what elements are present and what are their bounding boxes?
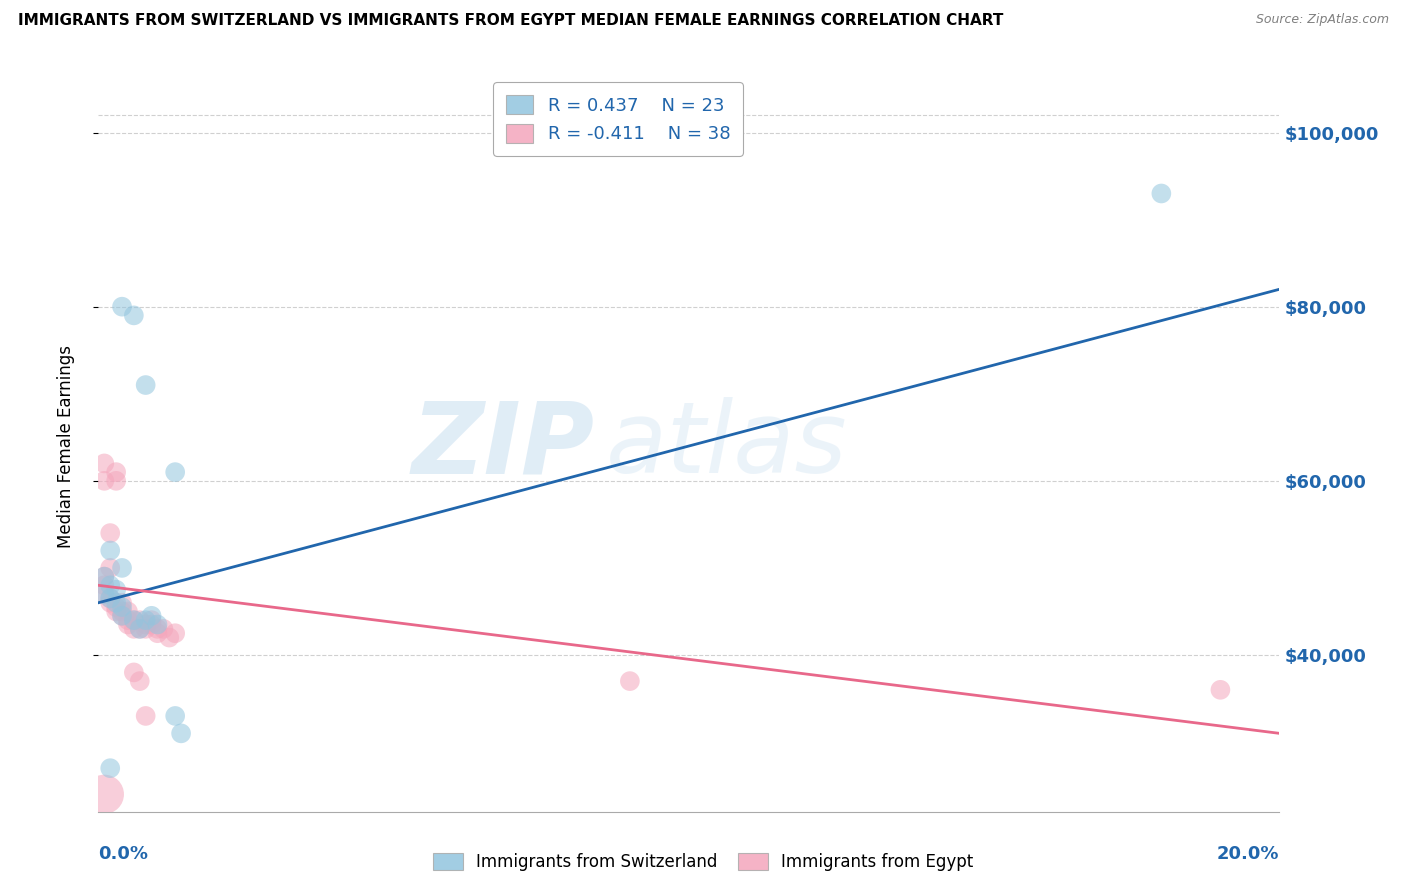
Point (141, 613, 163, 627)
Point (117, 617, 139, 632)
Point (98, 596, 121, 610)
Point (105, 582, 128, 597)
Legend: R = 0.437    N = 23, R = -0.411    N = 38: R = 0.437 N = 23, R = -0.411 N = 38 (494, 82, 742, 156)
Point (98, 591, 121, 606)
Point (111, 596, 134, 610)
Point (135, 617, 157, 632)
Y-axis label: Median Female Earnings: Median Female Earnings (56, 344, 75, 548)
Point (98, 761, 121, 775)
Point (98, 543, 121, 558)
Text: atlas: atlas (606, 398, 848, 494)
Point (93, 569, 115, 583)
Point (157, 631, 180, 645)
Point (141, 617, 163, 632)
Point (93, 569, 115, 583)
Point (135, 622, 157, 636)
Point (105, 465, 128, 479)
Point (128, 674, 150, 689)
Point (111, 600, 134, 615)
Point (98, 591, 121, 606)
Text: 20.0%: 20.0% (1218, 845, 1279, 863)
Point (146, 617, 169, 632)
Point (135, 378, 157, 392)
Point (152, 622, 174, 636)
Point (122, 613, 145, 627)
Point (98, 526, 121, 541)
Point (93, 474, 115, 488)
Point (111, 604, 134, 618)
Point (93, 787, 115, 801)
Point (128, 613, 150, 627)
Point (93, 457, 115, 471)
Text: Source: ZipAtlas.com: Source: ZipAtlas.com (1256, 13, 1389, 27)
Point (619, 674, 641, 689)
Point (105, 604, 128, 618)
Point (165, 709, 187, 723)
Point (122, 309, 145, 323)
Point (141, 608, 163, 623)
Point (122, 613, 145, 627)
Point (165, 626, 187, 640)
Point (111, 608, 134, 623)
Point (170, 726, 193, 740)
Point (111, 300, 134, 314)
Point (1209, 682, 1232, 697)
Point (117, 613, 139, 627)
Text: 0.0%: 0.0% (98, 845, 149, 863)
Point (128, 622, 150, 636)
Point (98, 578, 121, 592)
Point (135, 613, 157, 627)
Point (111, 561, 134, 575)
Point (165, 465, 187, 479)
Legend: Immigrants from Switzerland, Immigrants from Egypt: Immigrants from Switzerland, Immigrants … (425, 845, 981, 880)
Point (117, 604, 139, 618)
Point (105, 474, 128, 488)
Point (93, 578, 115, 592)
Point (128, 622, 150, 636)
Point (1150, 186, 1173, 201)
Point (93, 587, 115, 601)
Point (111, 608, 134, 623)
Text: IMMIGRANTS FROM SWITZERLAND VS IMMIGRANTS FROM EGYPT MEDIAN FEMALE EARNINGS CORR: IMMIGRANTS FROM SWITZERLAND VS IMMIGRANT… (18, 13, 1004, 29)
Point (98, 561, 121, 575)
Point (93, 587, 115, 601)
Point (122, 622, 145, 636)
Point (146, 622, 169, 636)
Text: ZIP: ZIP (412, 398, 595, 494)
Point (146, 626, 169, 640)
Point (122, 665, 145, 680)
Point (135, 709, 157, 723)
Point (105, 596, 128, 610)
Point (105, 600, 128, 615)
